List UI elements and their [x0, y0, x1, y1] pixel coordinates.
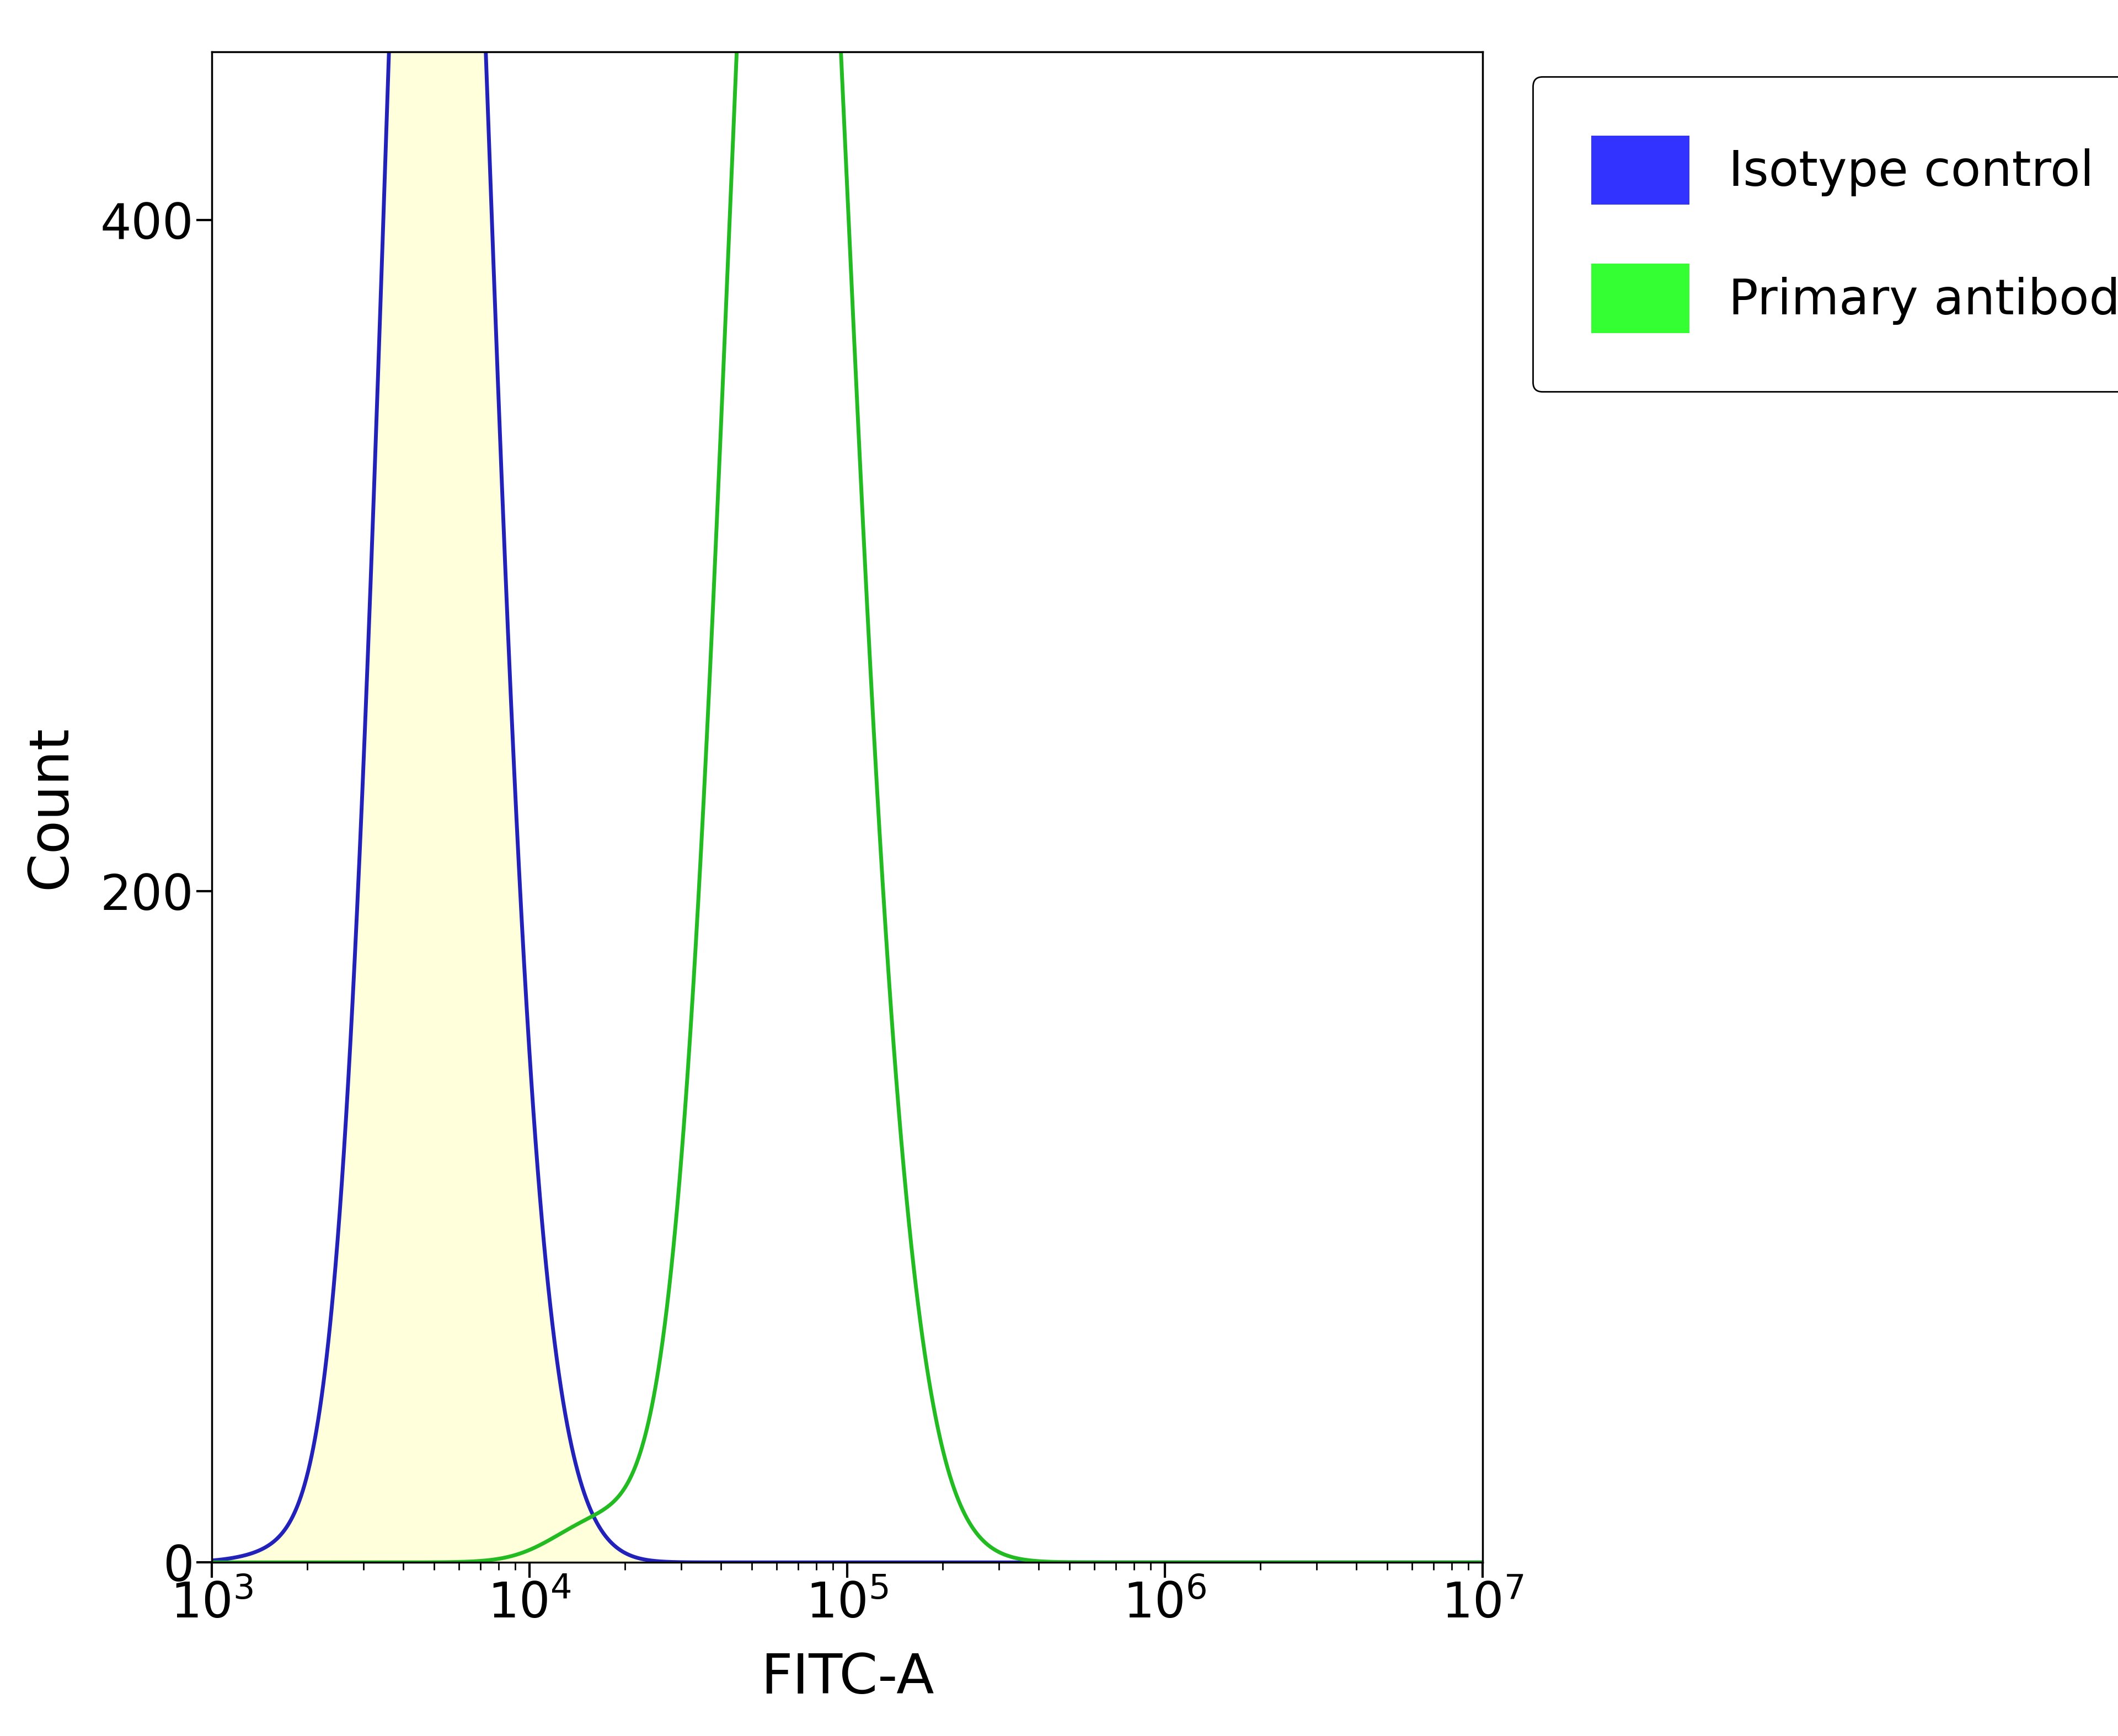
X-axis label: FITC-A: FITC-A — [760, 1651, 934, 1705]
Y-axis label: Count: Count — [23, 726, 78, 889]
Legend: Isotype control, Primary antibody: Isotype control, Primary antibody — [1533, 76, 2118, 392]
